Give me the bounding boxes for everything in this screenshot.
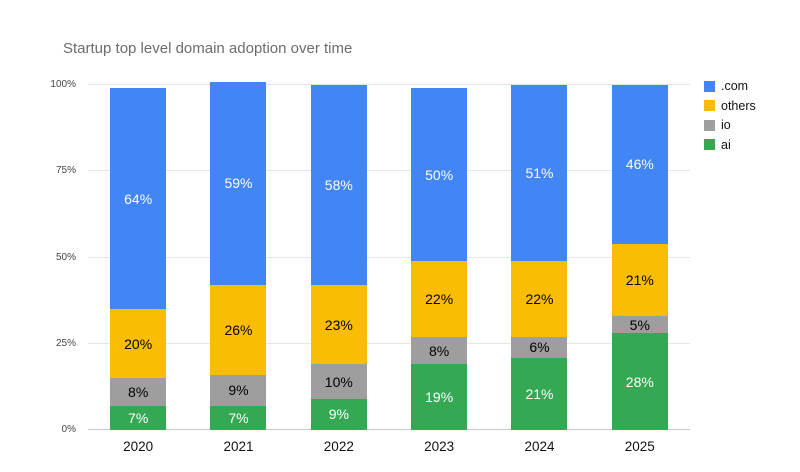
- bar: 64% 20% 8% 7%: [110, 88, 167, 430]
- bar-segment-ai: 7%: [210, 405, 267, 430]
- bar-segment-others: 22%: [411, 260, 468, 337]
- gridline: [88, 429, 690, 430]
- bar-segment-ai: 21%: [511, 357, 568, 430]
- bar-value-label: 6%: [529, 339, 550, 356]
- bar-value-label: 8%: [429, 342, 450, 359]
- bar-segment-com: 50%: [411, 88, 468, 261]
- legend-swatch: [704, 139, 715, 151]
- bar-segment-ai: 7%: [110, 405, 167, 430]
- legend-item: ai: [704, 137, 756, 152]
- bar-value-label: 59%: [224, 175, 253, 192]
- bar-value-label: 5%: [629, 316, 650, 333]
- x-tick-label: 2025: [624, 439, 655, 454]
- bar-value-label: 9%: [228, 382, 249, 399]
- legend-label: io: [721, 118, 731, 132]
- y-tick-label: 50%: [55, 251, 76, 263]
- bar-value-label: 20%: [124, 335, 153, 352]
- y-tick-label: 100%: [50, 79, 76, 90]
- bar-value-label: 23%: [324, 316, 353, 333]
- y-tick-label: 0%: [61, 424, 76, 435]
- bar-segment-ai: 9%: [310, 398, 367, 430]
- bar-value-label: 7%: [128, 409, 149, 426]
- legend-label: .com: [721, 79, 749, 93]
- y-axis: 0% 25% 50% 75% 100%: [0, 80, 82, 435]
- legend-swatch: [704, 80, 715, 92]
- bar-slot: 51% 22% 6% 21% 2024: [489, 85, 589, 454]
- bar-segment-others: 21%: [611, 243, 668, 317]
- bar-segment-io: 8%: [110, 378, 167, 406]
- bar-segment-io: 8%: [411, 336, 468, 365]
- bar: 59% 26% 9% 7%: [210, 81, 267, 430]
- bar-value-label: 21%: [525, 385, 554, 402]
- bar-slot: 46% 21% 5% 28% 2025: [590, 85, 690, 454]
- chart-title: Startup top level domain adoption over t…: [63, 40, 353, 57]
- y-tick-label: 25%: [55, 337, 76, 349]
- bar-value-label: 7%: [228, 409, 249, 426]
- gridline: [88, 256, 690, 258]
- bar-segment-com: 59%: [210, 81, 267, 286]
- bar-segment-others: 26%: [210, 285, 267, 375]
- gridline: [88, 84, 690, 85]
- legend-label: ai: [721, 137, 731, 152]
- legend-item: .com: [704, 80, 756, 93]
- bar-segment-com: 58%: [310, 85, 367, 286]
- bar: 51% 22% 6% 21%: [511, 85, 568, 430]
- bar-value-label: 28%: [625, 373, 654, 390]
- legend-swatch: [704, 100, 715, 112]
- x-tick-label: 2022: [323, 439, 354, 454]
- bar: 50% 22% 8% 19%: [411, 88, 468, 430]
- bar-value-label: 22%: [525, 290, 554, 307]
- x-tick-label: 2021: [223, 439, 254, 454]
- bar: 46% 21% 5% 28%: [611, 85, 668, 430]
- bar-segment-others: 22%: [511, 260, 568, 337]
- bar-value-label: 22%: [425, 290, 454, 307]
- bar-slot: 58% 23% 10% 9% 2022: [289, 85, 389, 454]
- bar-segment-io: 5%: [611, 316, 668, 334]
- bar-value-label: 19%: [425, 389, 454, 406]
- bar-segment-com: 46%: [611, 85, 668, 244]
- bar-value-label: 50%: [425, 166, 454, 183]
- legend-item: others: [704, 98, 756, 113]
- legend-swatch: [704, 119, 715, 131]
- bar-value-label: 58%: [324, 177, 353, 194]
- bar-value-label: 51%: [525, 165, 554, 182]
- gridline: [88, 342, 690, 344]
- bar-segment-io: 9%: [210, 374, 267, 406]
- bar-slot: 64% 20% 8% 7% 2020: [88, 85, 188, 454]
- x-tick-label: 2023: [424, 439, 455, 454]
- legend-item: io: [704, 119, 756, 132]
- bar-value-label: 9%: [328, 406, 349, 423]
- bar-value-label: 10%: [324, 373, 353, 390]
- bar-slot: 50% 22% 8% 19% 2023: [389, 85, 489, 454]
- bar-segment-com: 51%: [511, 85, 568, 261]
- bar-segment-io: 10%: [310, 364, 367, 399]
- bar-segment-ai: 19%: [411, 364, 468, 430]
- legend-label: others: [721, 98, 756, 113]
- bar-value-label: 26%: [224, 321, 253, 338]
- bar-value-label: 21%: [625, 271, 654, 288]
- plot-area: 64% 20% 8% 7% 2020 59% 26% 9% 7% 2021 58% 23% 10% 9% 2…: [88, 81, 690, 454]
- bars: 64% 20% 8% 7% 2020 59% 26% 9% 7% 2021 58% 23% 10% 9% 2…: [88, 81, 690, 454]
- bar: 58% 23% 10% 9%: [310, 85, 367, 430]
- x-tick-label: 2020: [123, 439, 154, 454]
- bar-segment-others: 23%: [310, 285, 367, 365]
- gridline: [88, 170, 690, 172]
- bar-value-label: 46%: [625, 156, 654, 173]
- bar-segment-com: 64%: [110, 88, 167, 310]
- bar-segment-others: 20%: [110, 309, 167, 379]
- legend: .com others io ai: [704, 80, 756, 151]
- x-tick-label: 2024: [524, 439, 555, 454]
- bar-value-label: 8%: [128, 384, 149, 401]
- bar-segment-io: 6%: [511, 336, 568, 358]
- bar-segment-ai: 28%: [611, 333, 668, 430]
- bar-slot: 59% 26% 9% 7% 2021: [188, 81, 288, 454]
- gridlines: [88, 84, 690, 430]
- bar-value-label: 64%: [124, 190, 153, 207]
- y-tick-label: 75%: [55, 165, 76, 177]
